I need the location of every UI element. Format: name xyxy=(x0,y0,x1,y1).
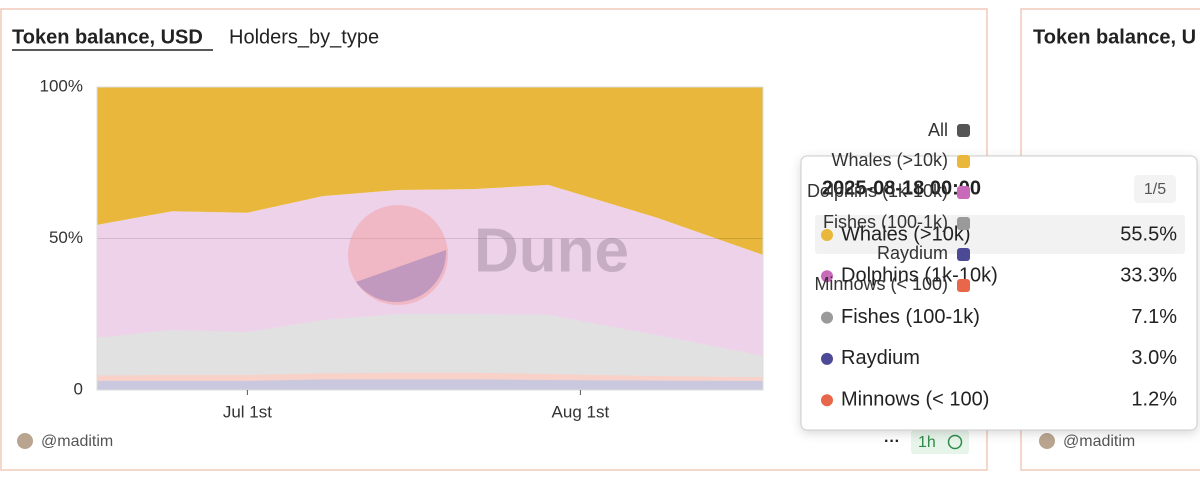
card-title[interactable]: Token balance, USD xyxy=(12,26,203,48)
x-tick-label: Jul 1st xyxy=(223,402,272,421)
legend-swatch xyxy=(957,248,970,261)
card-title[interactable]: Token balance, U xyxy=(1033,26,1196,48)
tooltip-value: 1.2% xyxy=(1131,388,1177,410)
y-tick-label: 100% xyxy=(40,76,83,95)
area xyxy=(97,184,763,356)
plot: Dune xyxy=(96,86,764,395)
row-highlight xyxy=(815,215,1185,254)
legend-label: All xyxy=(928,120,948,140)
legend-swatch xyxy=(957,124,970,137)
menu[interactable]: ··· xyxy=(884,433,900,450)
watermark-logo xyxy=(356,250,447,303)
tooltip-value: 3.0% xyxy=(1131,347,1177,369)
plot-border xyxy=(96,86,764,391)
tooltip-name: Fishes (100-1k) xyxy=(841,306,980,328)
watermark: Dune xyxy=(474,216,629,285)
legend-label: Minnows (< 100) xyxy=(814,274,948,294)
refresh: 1h xyxy=(918,434,936,451)
page: 1/5 xyxy=(1144,181,1166,198)
tooltip-dot xyxy=(821,270,833,283)
y-tick-label: 0 xyxy=(74,379,83,398)
area xyxy=(97,313,763,378)
tooltip-title: 2025-08-18 00:00 xyxy=(822,177,981,199)
page-badge xyxy=(1134,175,1176,203)
area xyxy=(97,372,763,381)
watermark-logo xyxy=(348,205,448,305)
legend-swatch xyxy=(957,155,970,168)
tooltip-value: 7.1% xyxy=(1131,306,1177,328)
tooltip-dot xyxy=(821,394,833,407)
tooltip-value: 55.5% xyxy=(1120,223,1177,245)
legend-label: Fishes (100-1k) xyxy=(823,212,948,232)
legend-swatch xyxy=(957,217,970,230)
tooltip-name: Raydium xyxy=(841,347,920,369)
check-icon xyxy=(947,434,963,450)
legend-label: Dolphins (1k-10k) xyxy=(807,181,948,201)
avatar xyxy=(17,433,33,449)
legend-swatch xyxy=(957,186,970,199)
right-card-clip: Token balance, U @maditim xyxy=(1033,26,1196,450)
tooltip-name: Minnows (< 100) xyxy=(841,388,989,410)
tooltip-value: 33.3% xyxy=(1120,265,1177,287)
tooltip-dot xyxy=(821,311,833,324)
legend-label: Whales (>10k) xyxy=(831,150,948,170)
overlay: 2025-08-18 00:00 1/5 Whales (>10k) 55.5% Dol… xyxy=(800,155,1198,431)
author[interactable]: @maditim xyxy=(41,433,113,450)
avatar xyxy=(1039,433,1055,449)
area xyxy=(97,379,763,390)
y-tick-label: 50% xyxy=(49,228,83,247)
tab[interactable]: Holders_by_type xyxy=(229,26,379,48)
author[interactable]: @maditim xyxy=(1063,433,1135,450)
x-tick-label: Aug 1st xyxy=(552,402,610,421)
area xyxy=(97,86,763,255)
legend-label: Raydium xyxy=(877,243,948,263)
tooltip-dot xyxy=(821,229,833,241)
tooltip-name: Whales (>10k) xyxy=(841,223,971,245)
tooltip-dot xyxy=(821,352,833,365)
legend-swatch xyxy=(957,279,970,292)
